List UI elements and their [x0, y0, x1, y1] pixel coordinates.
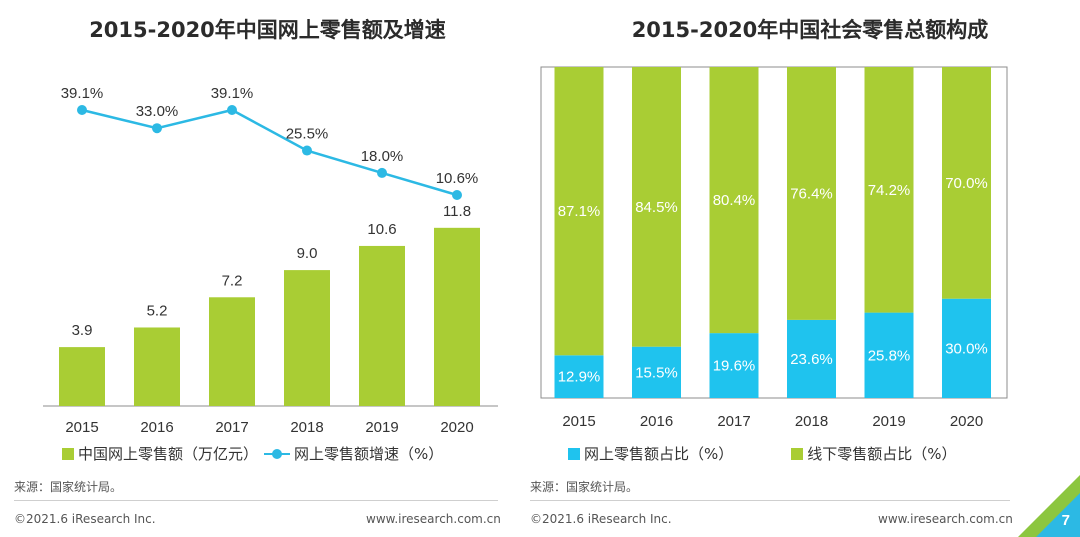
x-tick-label: 2016: [640, 413, 673, 430]
x-tick-label: 2017: [717, 413, 750, 430]
bar-online-sales: [209, 297, 255, 406]
segment-online: [632, 346, 681, 398]
offline-share-label: 84.5%: [635, 199, 678, 216]
left-combo-chart: 3.9 2015 5.2 2016 7.2 2017 9.0 2018 10.6 2019 11.8…: [43, 85, 498, 436]
x-tick-label: 2017: [215, 419, 248, 436]
growth-rate-label: 10.6%: [436, 170, 479, 187]
bar-value-label: 9.0: [297, 245, 318, 262]
growth-rate-point: [152, 123, 162, 134]
online-share-label: 12.9%: [558, 369, 601, 386]
segment-online: [709, 333, 759, 398]
offline-share-label: 76.4%: [790, 185, 833, 202]
online-share-label: 19.6%: [713, 358, 756, 375]
green-swatch: [791, 447, 804, 460]
x-tick-label: 2020: [440, 419, 473, 436]
growth-rate-label: 18.0%: [361, 148, 404, 165]
x-tick-label: 2019: [872, 413, 905, 430]
segment-offline: [709, 67, 759, 334]
growth-rate-line: [81, 108, 458, 197]
growth-rate-point: [227, 105, 237, 115]
page-number: 7: [1061, 512, 1070, 529]
x-tick-label: 2019: [365, 419, 398, 436]
legend-bar-label: 中国网上零售额（万亿元）: [78, 445, 259, 463]
left-copyright: ©2021.6 iResearch Inc.: [14, 512, 156, 526]
plot-frame: [540, 66, 1008, 399]
bar-online-sales: [59, 347, 105, 406]
right-chart-title: 2015-2020年中国社会零售总额构成: [631, 18, 989, 42]
bar-online-sales: [434, 227, 480, 406]
offline-share-label: 70.0%: [945, 175, 988, 192]
green-swatch: [62, 447, 74, 460]
left-source: 来源：国家统计局。: [14, 480, 123, 494]
growth-rate-point: [302, 145, 312, 156]
legend-line-label: 网上零售额增速（%）: [294, 445, 444, 463]
bar-online-sales: [284, 270, 330, 406]
left-legend: 中国网上零售额（万亿元） 网上零售额增速（%）: [62, 443, 443, 464]
online-share-label: 25.8%: [868, 347, 911, 364]
segment-online: [787, 319, 836, 398]
segment-online: [942, 298, 991, 398]
legend-online-label: 网上零售额占比（%）: [584, 445, 734, 463]
left-footer-divider: [14, 500, 498, 501]
right-copyright: ©2021.6 iResearch Inc.: [530, 512, 672, 526]
x-tick-label: 2016: [140, 419, 173, 436]
growth-rate-point: [452, 190, 462, 200]
bar-value-label: 11.8: [443, 203, 471, 220]
growth-rate-point: [377, 167, 387, 178]
x-tick-label: 2020: [950, 413, 983, 430]
segment-offline: [864, 67, 914, 313]
segment-online: [864, 312, 914, 398]
x-tick-label: 2018: [795, 413, 828, 430]
bar-online-sales: [359, 245, 405, 406]
segment-offline: [942, 67, 991, 299]
line-swatch-icon: [264, 448, 291, 460]
right-legend: 网上零售额占比（%） 线下零售额占比（%）: [568, 443, 957, 464]
right-source: 来源：国家统计局。: [530, 480, 639, 494]
left-chart-title: 2015-2020年中国网上零售额及增速: [89, 18, 446, 42]
bar-value-label: 5.2: [147, 302, 168, 319]
online-share-label: 30.0%: [945, 340, 988, 357]
growth-rate-point: [77, 105, 87, 115]
corner-decoration-icon: [1018, 475, 1080, 537]
growth-rate-label: 39.1%: [61, 85, 104, 102]
growth-rate-label: 25.5%: [286, 126, 329, 143]
bar-value-label: 3.9: [72, 322, 93, 339]
online-share-label: 23.6%: [790, 351, 833, 368]
blue-swatch: [568, 447, 580, 460]
segment-offline: [554, 67, 604, 356]
growth-rate-label: 39.1%: [211, 85, 254, 102]
bar-online-sales: [134, 327, 180, 406]
left-website: www.iresearch.com.cn: [366, 512, 501, 526]
x-tick-label: 2015: [562, 413, 595, 430]
segment-offline: [787, 67, 836, 320]
right-stacked-chart: 12.9% 87.1% 2015 15.5% 84.5% 2016 19.6% 80.4% 20…: [540, 66, 1008, 430]
segment-offline: [632, 67, 681, 347]
x-tick-label: 2015: [65, 419, 98, 436]
bar-value-label: 10.6: [367, 221, 396, 238]
x-tick-label: 2018: [290, 419, 323, 436]
offline-share-label: 87.1%: [558, 203, 601, 220]
growth-rate-label: 33.0%: [136, 103, 179, 120]
offline-share-label: 80.4%: [713, 192, 756, 209]
bar-value-label: 7.2: [222, 272, 243, 289]
segment-online: [554, 355, 604, 398]
right-website: www.iresearch.com.cn: [878, 512, 1013, 526]
right-footer-divider: [530, 500, 1010, 501]
legend-offline-label: 线下零售额占比（%）: [807, 445, 957, 463]
offline-share-label: 74.2%: [868, 182, 911, 199]
online-share-label: 15.5%: [635, 364, 678, 381]
